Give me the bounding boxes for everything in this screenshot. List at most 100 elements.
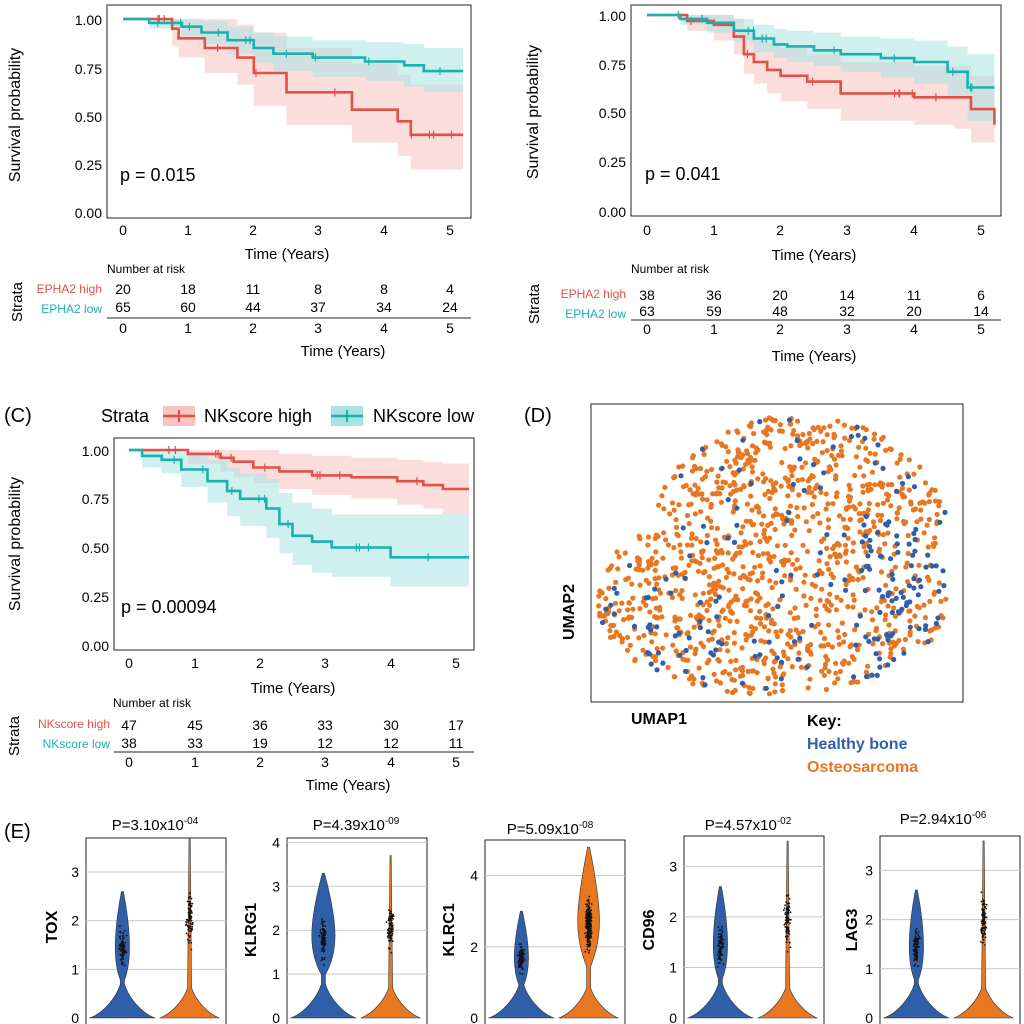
violin-osteo (953, 840, 1014, 1019)
umap-point-osteo (677, 592, 683, 598)
umap-point-osteo (711, 628, 717, 634)
umap-point-osteo (779, 558, 785, 565)
km-panel-a (123, 15, 464, 170)
violin-gene-label: CD96 (641, 909, 658, 950)
umap-point-osteo (725, 550, 731, 556)
umap-point-osteo (857, 501, 863, 507)
umap-point-osteo (887, 446, 893, 452)
panel-d: (D) UMAP2 UMAP1 Key: Healthy bone Osteos… (524, 403, 964, 776)
umap-point-osteo (866, 500, 872, 507)
umap-point-osteo (883, 582, 889, 588)
umap-point-healthy (874, 530, 881, 536)
expression-point (981, 904, 984, 906)
umap-point-osteo (813, 485, 819, 491)
umap-point-osteo (732, 457, 738, 463)
umap-point-osteo (695, 485, 701, 491)
umap-point-osteo (660, 645, 666, 651)
km-panel-c (129, 446, 470, 587)
x-tick-label: 0 (119, 222, 127, 238)
expression-point (785, 916, 787, 919)
umap-point-osteo (673, 517, 679, 523)
umap-point-osteo (659, 614, 665, 620)
umap-point-osteo (848, 642, 854, 648)
umap-point-osteo (763, 603, 769, 609)
expression-point (122, 955, 124, 958)
umap-point-osteo (916, 562, 922, 568)
umap-point-healthy (889, 571, 895, 578)
legend-label-high: NKscore high (204, 406, 312, 426)
umap-point-osteo (693, 536, 699, 542)
umap-point-osteo (656, 502, 662, 508)
umap-point-osteo (684, 542, 691, 548)
umap-point-osteo (677, 542, 683, 548)
umap-point-osteo (699, 548, 705, 555)
umap-point-osteo (829, 644, 836, 650)
y-axis-label: Survival probability (7, 48, 24, 182)
expression-point (588, 908, 590, 910)
umap-point-osteo (718, 441, 725, 447)
umap-point-healthy (766, 613, 772, 619)
expression-point (391, 925, 394, 928)
y-tick-label: 0.00 (82, 638, 109, 654)
umap-point-osteo (690, 681, 696, 687)
umap-point-osteo (678, 555, 685, 561)
umap-point-healthy (876, 587, 882, 593)
umap-point-osteo (790, 466, 797, 472)
umap-point-osteo (886, 493, 892, 499)
umap-point-osteo (792, 527, 798, 533)
umap-point-osteo (646, 580, 652, 586)
risk-value: 59 (706, 303, 722, 319)
expression-point (720, 933, 722, 936)
risk-x-tick: 1 (184, 320, 192, 336)
umap-point-osteo (857, 517, 863, 524)
umap-point-healthy (600, 619, 606, 626)
expression-point (913, 948, 916, 951)
expression-point (787, 926, 790, 929)
umap-point-healthy (648, 661, 654, 667)
umap-point-healthy (854, 622, 860, 628)
umap-point-osteo (819, 450, 825, 456)
expression-point (185, 918, 188, 921)
umap-point-osteo (736, 544, 742, 550)
umap-point-osteo (752, 564, 758, 570)
expression-point (914, 935, 917, 938)
umap-point-osteo (690, 455, 696, 461)
umap-point-healthy (857, 613, 863, 619)
expression-point (322, 946, 325, 949)
umap-point-osteo (649, 639, 655, 645)
umap-point-osteo (680, 463, 686, 469)
umap-point-osteo (914, 519, 920, 525)
umap-point-osteo (727, 618, 733, 624)
expression-point (190, 941, 193, 944)
umap-point-osteo (630, 606, 636, 612)
umap-point-osteo (645, 542, 651, 548)
umap-point-osteo (863, 427, 869, 433)
risk-x-tick: 1 (191, 754, 199, 770)
umap-point-osteo (747, 540, 754, 546)
expression-point (789, 911, 792, 914)
umap-point-healthy (686, 635, 692, 641)
expression-point (322, 928, 324, 930)
umap-point-osteo (726, 671, 733, 677)
umap-point-osteo (748, 493, 754, 499)
expression-point (323, 929, 326, 932)
umap-point-osteo (885, 603, 891, 609)
survival-curve-low (129, 448, 470, 559)
y-tick-label: 0 (71, 1010, 79, 1024)
umap-point-osteo (695, 568, 702, 574)
expression-point (391, 924, 393, 927)
expression-point (186, 921, 188, 924)
umap-point-healthy (797, 635, 803, 641)
umap-point-osteo (705, 515, 711, 521)
risk-x-tick: 0 (643, 321, 651, 337)
x-tick-label: 4 (387, 655, 395, 671)
expression-point (391, 928, 394, 931)
expression-point (519, 961, 522, 963)
umap-point-osteo (640, 599, 647, 605)
umap-point-healthy (859, 567, 865, 574)
umap-point-osteo (788, 443, 794, 449)
expression-point (391, 930, 394, 933)
umap-point-osteo (691, 558, 698, 564)
x-tick-label: 1 (184, 222, 192, 238)
x-tick-label: 1 (710, 222, 718, 238)
